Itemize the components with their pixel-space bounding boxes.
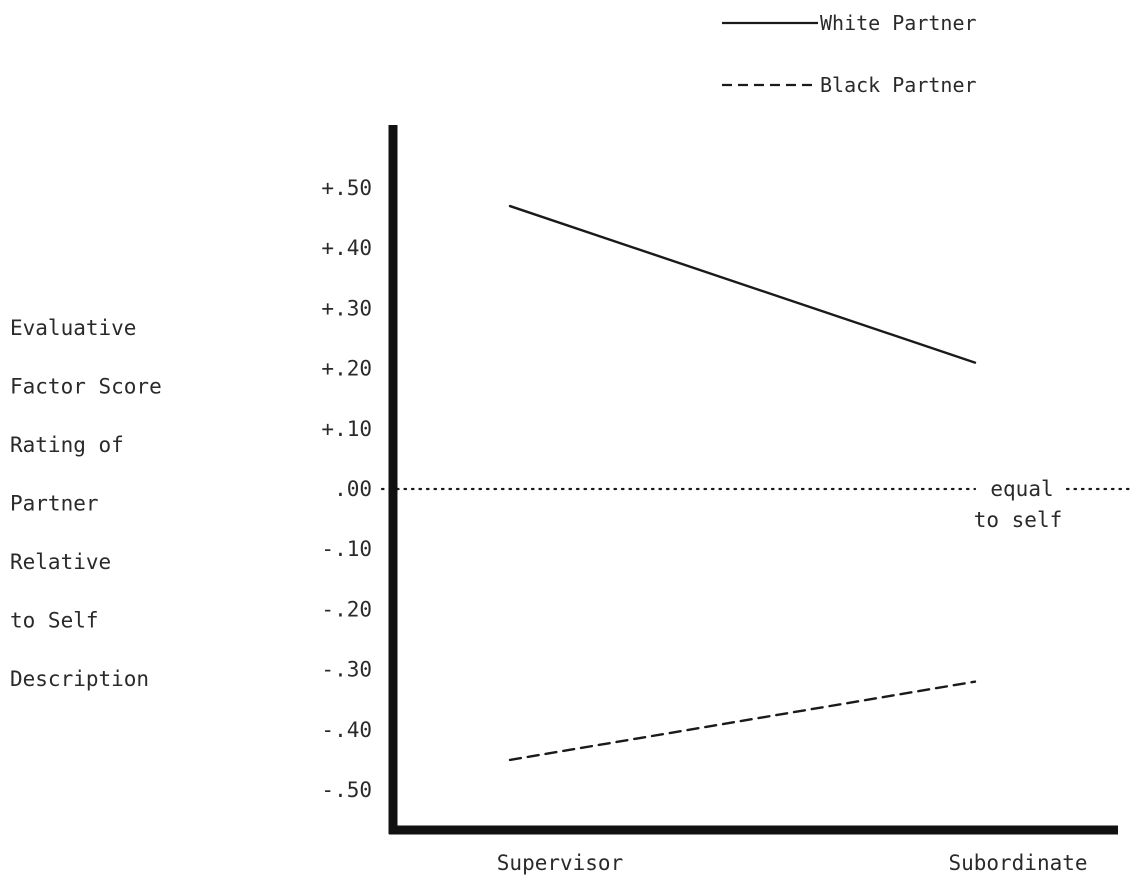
y-axis-label-line: Relative (10, 550, 111, 574)
y-tick-label: +.10 (321, 417, 372, 441)
axes (388, 125, 1118, 835)
y-axis-label-line: Factor Score (10, 375, 162, 399)
x-category-label: Supervisor (497, 851, 623, 875)
legend-label: White Partner (820, 11, 977, 35)
y-axis-label-line: Rating of (10, 433, 124, 457)
y-tick-label: -.30 (321, 658, 372, 682)
y-axis-label-line: Description (10, 667, 149, 691)
x-category-label: Subordinate (948, 851, 1087, 875)
series-line-white-partner (508, 204, 977, 364)
y-tick-label: -.50 (321, 778, 372, 802)
reference-annotation-line: equal (990, 477, 1053, 501)
y-axis-label-line: Evaluative (10, 316, 136, 340)
y-tick-label: -.40 (321, 718, 372, 742)
y-axis-label: Evaluative Factor Score Rating of Partner Re… (10, 316, 162, 691)
y-tick-label: +.30 (321, 296, 372, 320)
y-axis-label-line: Partner (10, 492, 99, 516)
y-tick-label: .00 (334, 477, 372, 501)
y-tick-label: -.20 (321, 597, 372, 621)
reference-line-group: equal to self (380, 477, 1132, 532)
reference-annotation-line: to self (974, 508, 1063, 532)
y-tick-label: +.50 (321, 176, 372, 200)
y-axis-label-line: to Self (10, 609, 99, 633)
series-line-black-partner (508, 680, 977, 762)
series-lines (508, 204, 977, 762)
y-tick-label: +.20 (321, 357, 372, 381)
x-category-labels: Supervisor Subordinate (497, 851, 1088, 875)
y-tick-labels: +.50 +.40 +.30 +.20 +.10 .00 -.10 -.20 -.30 -.40 -… (321, 176, 372, 802)
legend: White Partner Black Partner (722, 11, 977, 97)
legend-label: Black Partner (820, 73, 977, 97)
y-tick-label: +.40 (321, 236, 372, 260)
y-tick-label: -.10 (321, 537, 372, 561)
